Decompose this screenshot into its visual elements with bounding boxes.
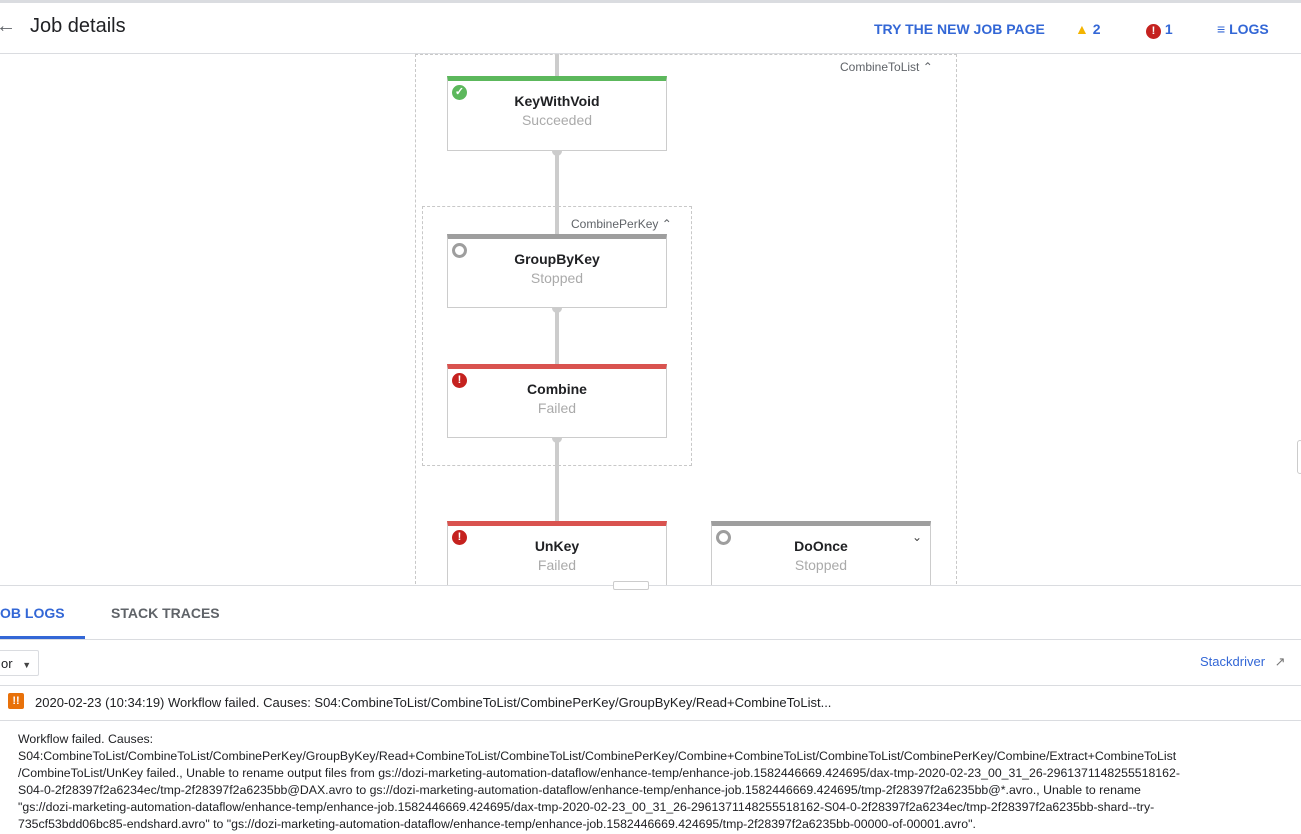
edge-port — [552, 437, 562, 443]
try-new-job-page-button[interactable]: TRY THE NEW JOB PAGE — [874, 21, 1045, 37]
list-icon: ≡ — [1217, 21, 1226, 37]
edge-port — [552, 307, 562, 313]
edge — [555, 437, 559, 521]
header-bar: ← Job details TRY THE NEW JOB PAGE ▲ 2 !… — [0, 0, 1301, 54]
edge — [555, 307, 559, 364]
divider — [0, 720, 1301, 721]
log-detail: Workflow failed. Causes: S04:CombineToLi… — [18, 732, 1180, 831]
error-icon: ! — [452, 530, 467, 545]
node-groupbykey[interactable]: GroupByKey Stopped — [447, 234, 667, 308]
edge — [555, 150, 559, 234]
resize-handle[interactable] — [613, 581, 649, 590]
error-severity-icon: !! — [8, 693, 24, 709]
node-keywithvoid[interactable]: ✓ KeyWithVoid Succeeded — [447, 76, 667, 151]
back-arrow-icon[interactable]: ← — [0, 15, 16, 37]
chevron-up-icon: ⌃ — [661, 217, 672, 231]
dropdown-arrow-icon: ▼ — [22, 660, 32, 670]
group-label-combinetolist[interactable]: CombineToList ⌃ — [840, 60, 933, 74]
external-link-icon: ↗ — [1274, 654, 1286, 669]
side-panel-handle[interactable] — [1297, 440, 1301, 474]
page-title: Job details — [30, 15, 126, 37]
warnings-button[interactable]: ▲ 2 — [1075, 21, 1101, 37]
tab-stack-traces[interactable]: STACK TRACES — [111, 605, 220, 621]
error-icon: ! — [1146, 24, 1161, 39]
active-tab-indicator — [0, 636, 85, 639]
chevron-down-icon[interactable]: ⌄ — [911, 530, 922, 544]
stopped-icon — [452, 243, 467, 258]
stackdriver-link[interactable]: Stackdriver ↗ — [1200, 654, 1286, 669]
edge-port — [552, 150, 562, 156]
chevron-up-icon: ⌃ — [922, 60, 933, 74]
node-doonce[interactable]: ⌄ DoOnce Stopped — [711, 521, 931, 595]
check-circle-icon: ✓ — [452, 85, 467, 100]
errors-button[interactable]: ! 1 — [1146, 21, 1173, 39]
logs-panel: OB LOGS STACK TRACES or ▼ Stackdriver ↗ … — [0, 581, 1301, 834]
divider — [0, 685, 1301, 686]
error-icon: ! — [452, 373, 467, 388]
group-label-combineperkey[interactable]: CombinePerKey ⌃ — [571, 217, 672, 231]
edge — [555, 54, 559, 76]
tab-job-logs[interactable]: OB LOGS — [0, 605, 65, 621]
severity-filter-select[interactable]: or ▼ — [0, 650, 39, 676]
logs-button[interactable]: ≡ LOGS — [1217, 21, 1269, 37]
stopped-icon — [716, 530, 731, 545]
log-entry-row[interactable]: !! 2020-02-23 (10:34:19) Workflow failed… — [0, 686, 1301, 720]
warning-icon: ▲ — [1075, 21, 1089, 37]
node-combine[interactable]: ! Combine Failed — [447, 364, 667, 438]
divider — [0, 639, 1301, 640]
